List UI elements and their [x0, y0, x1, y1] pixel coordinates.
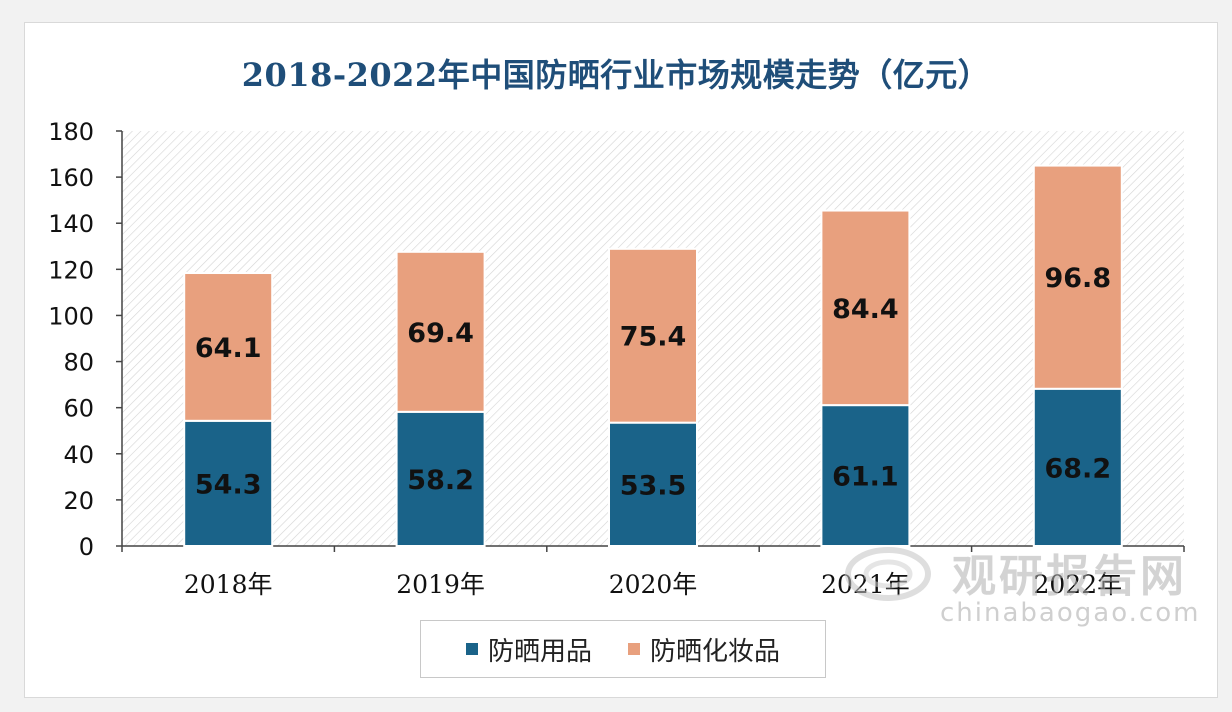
watermark-name: 观研报告网 — [952, 551, 1187, 602]
bar-sunscreen-cosmetics-1 — [395, 250, 486, 413]
watermark-url: chinabaogao.com — [940, 598, 1201, 628]
y-tick-label: 160 — [48, 164, 94, 192]
y-tick-label: 140 — [48, 210, 94, 238]
legend-label-sunscreen-cosmetics: 防晒化妆品 — [650, 636, 781, 667]
chart-title: 2018-2022年中国防晒行业市场规模走势（亿元） — [241, 56, 991, 94]
bar-sunscreen-products-1 — [395, 410, 486, 548]
data-label-sunscreen-products-2: 53.5 — [620, 470, 687, 501]
data-label-sunscreen-products-3: 61.1 — [832, 462, 899, 493]
y-tick-label: 20 — [63, 487, 94, 515]
bar-sunscreen-products-3 — [820, 404, 911, 547]
data-label-sunscreen-products-1: 58.2 — [407, 465, 474, 496]
x-tick-label: 2020年 — [609, 570, 698, 599]
y-tick-label: 0 — [79, 533, 94, 561]
y-tick-label: 80 — [63, 349, 94, 377]
y-tick-label: 120 — [48, 256, 94, 284]
legend-swatch-sunscreen-cosmetics — [628, 643, 640, 655]
bar-sunscreen-cosmetics-0 — [183, 272, 274, 422]
y-tick-label: 180 — [48, 118, 94, 146]
legend-label-sunscreen-products: 防晒用品 — [487, 636, 592, 667]
x-tick-label: 2018年 — [184, 570, 273, 599]
watermark: 观研报告网 chinabaogao.com — [842, 540, 1212, 630]
bar-sunscreen-cosmetics-3 — [820, 209, 911, 407]
bar-sunscreen-cosmetics-4 — [1032, 164, 1123, 390]
watermark-logo-icon — [845, 547, 931, 601]
bar-sunscreen-products-2 — [608, 421, 698, 547]
legend: 防晒用品 防晒化妆品 — [420, 620, 826, 678]
bar-sunscreen-cosmetics-2 — [608, 247, 698, 424]
y-tick-label: 40 — [63, 441, 94, 469]
legend-item-sunscreen-cosmetics: 防晒化妆品 — [628, 631, 780, 668]
data-label-sunscreen-cosmetics-2: 75.4 — [620, 322, 687, 353]
data-label-sunscreen-cosmetics-3: 84.4 — [832, 294, 899, 325]
x-tick-label: 2019年 — [396, 570, 485, 599]
data-label-sunscreen-cosmetics-0: 64.1 — [195, 333, 262, 364]
data-label-sunscreen-products-0: 54.3 — [195, 469, 262, 500]
y-tick-label: 60 — [63, 395, 94, 423]
x-tick-label: 2022年 — [1033, 570, 1122, 599]
legend-item-sunscreen-products: 防晒用品 — [465, 631, 592, 668]
bar-sunscreen-products-4 — [1032, 387, 1123, 547]
data-label-sunscreen-cosmetics-1: 69.4 — [407, 318, 474, 349]
bar-sunscreen-products-0 — [183, 419, 274, 547]
data-label-sunscreen-products-4: 68.2 — [1044, 453, 1111, 484]
legend-swatch-sunscreen-products — [465, 643, 478, 655]
data-label-sunscreen-cosmetics-4: 96.8 — [1044, 263, 1111, 294]
y-tick-label: 100 — [48, 302, 94, 330]
